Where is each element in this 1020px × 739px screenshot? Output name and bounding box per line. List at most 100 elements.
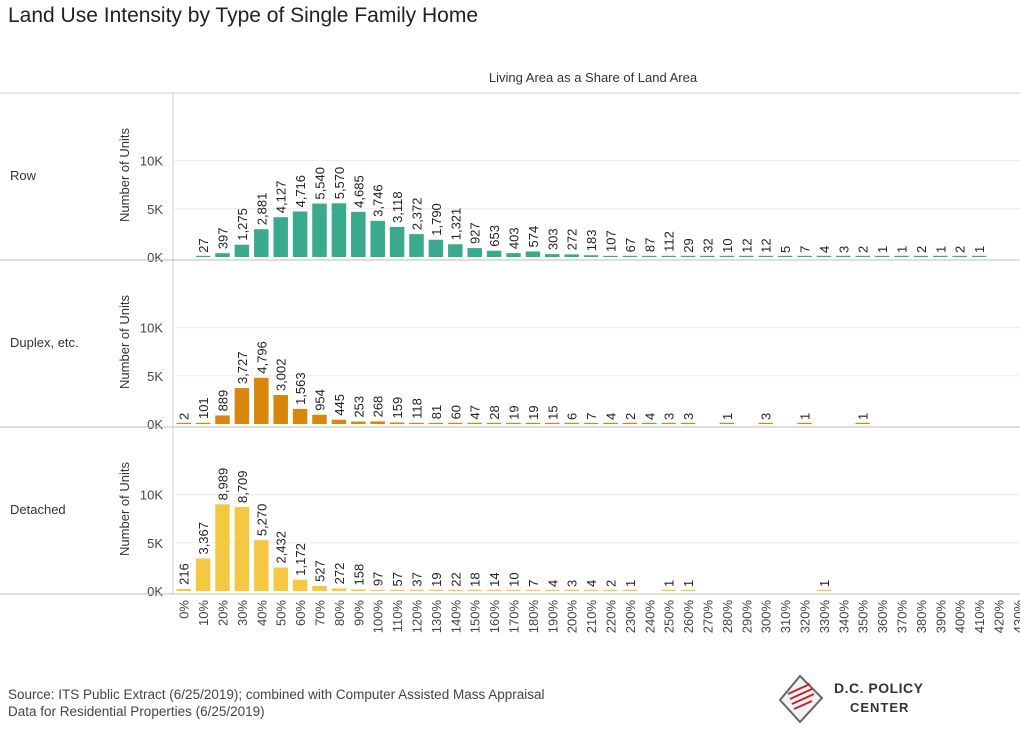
data-label: 1 (817, 580, 832, 587)
data-label: 47 (468, 405, 483, 419)
data-label: 3 (681, 413, 696, 420)
bar (836, 255, 851, 257)
bar (467, 248, 482, 257)
data-label: 12 (739, 238, 754, 252)
bar (525, 589, 541, 591)
bar (680, 589, 696, 591)
x-tick-label: 320% (798, 600, 813, 634)
data-label: 29 (681, 238, 696, 252)
data-label: 5 (778, 246, 793, 253)
dc-policy-center-logo: D.C. POLICY CENTER (778, 672, 938, 728)
data-label: 81 (429, 405, 444, 419)
data-label: 4 (545, 580, 560, 587)
data-label: 4,685 (351, 175, 366, 208)
bar (603, 255, 618, 257)
data-label: 5,540 (313, 167, 328, 200)
data-label: 268 (371, 396, 386, 418)
bar (506, 589, 521, 591)
data-label: 19 (526, 405, 541, 419)
y-tick-label: 0K (147, 417, 163, 432)
bar (428, 589, 444, 591)
bar (448, 422, 463, 424)
data-label: 183 (584, 230, 599, 252)
x-tick-label: 140% (448, 600, 463, 634)
bar (448, 244, 463, 257)
x-tick-label: 370% (895, 600, 910, 634)
data-label: 3,118 (390, 191, 405, 223)
y-tick-label: 0K (147, 584, 163, 599)
y-tick-label: 5K (147, 202, 163, 217)
x-tick-label: 220% (604, 600, 619, 634)
bar (913, 255, 929, 257)
data-label: 8,989 (216, 468, 231, 501)
bar (661, 589, 676, 591)
data-label: 4 (604, 413, 619, 420)
data-label: 37 (410, 572, 425, 586)
data-label: 7 (798, 246, 813, 253)
data-label: 4 (584, 580, 599, 587)
bar (215, 253, 230, 257)
bar (312, 414, 327, 424)
bar (195, 558, 211, 591)
source-line-2: Data for Residential Properties (6/25/20… (8, 704, 265, 719)
data-label: 1,275 (235, 208, 250, 241)
bar (389, 422, 405, 424)
bar (486, 250, 502, 257)
data-label: 4,127 (274, 181, 289, 214)
data-label: 3 (565, 580, 580, 587)
x-tick-label: 210% (584, 600, 599, 634)
data-label: 2 (604, 580, 619, 587)
bar (603, 589, 618, 591)
x-tick-label: 400% (953, 600, 968, 634)
bar (952, 255, 967, 257)
bar (545, 254, 560, 257)
x-tick-label: 420% (992, 600, 1007, 634)
bar (292, 579, 308, 591)
y-axis-title: Number of Units (117, 128, 132, 222)
data-label: 22 (448, 572, 463, 586)
source-note: Source: ITS Public Extract (6/25/2019); … (8, 686, 545, 720)
panel-label: Row (10, 168, 37, 183)
bar (273, 217, 288, 257)
bar (622, 589, 638, 591)
x-tick-label: 170% (507, 600, 522, 634)
y-tick-label: 10K (140, 321, 163, 336)
bar (661, 422, 676, 424)
bar (486, 422, 502, 424)
y-tick-label: 0K (147, 250, 163, 265)
bar (331, 203, 347, 257)
x-tick-label: 310% (778, 600, 793, 634)
bar (583, 589, 599, 591)
data-label: 4,716 (293, 175, 308, 208)
bar (739, 255, 754, 257)
x-tick-label: 10% (196, 600, 211, 626)
data-label: 216 (177, 563, 192, 585)
x-tick-label: 100% (371, 600, 386, 634)
bar (564, 254, 579, 257)
bar (719, 422, 735, 424)
data-label: 3 (836, 246, 851, 253)
x-tick-label: 300% (759, 600, 774, 634)
data-label: 12 (759, 238, 774, 252)
bar (874, 255, 890, 257)
data-label: 3 (759, 413, 774, 420)
bar (234, 507, 250, 591)
x-tick-label: 80% (332, 600, 347, 626)
data-label: 6 (565, 413, 580, 420)
panel-label: Detached (10, 502, 66, 517)
data-label: 3,002 (274, 359, 289, 392)
bar (816, 255, 832, 257)
data-label: 14 (487, 572, 502, 586)
data-label: 112 (662, 231, 677, 252)
data-label: 7 (526, 580, 541, 587)
data-label: 1 (972, 246, 987, 253)
data-label: 118 (410, 398, 425, 419)
data-label: 1 (933, 246, 948, 253)
bar (234, 244, 250, 257)
data-label: 60 (448, 405, 463, 419)
x-tick-label: 380% (914, 600, 929, 634)
data-label: 28 (487, 405, 502, 419)
x-tick-label: 280% (720, 600, 735, 634)
bar (564, 589, 579, 591)
bar (797, 422, 812, 424)
